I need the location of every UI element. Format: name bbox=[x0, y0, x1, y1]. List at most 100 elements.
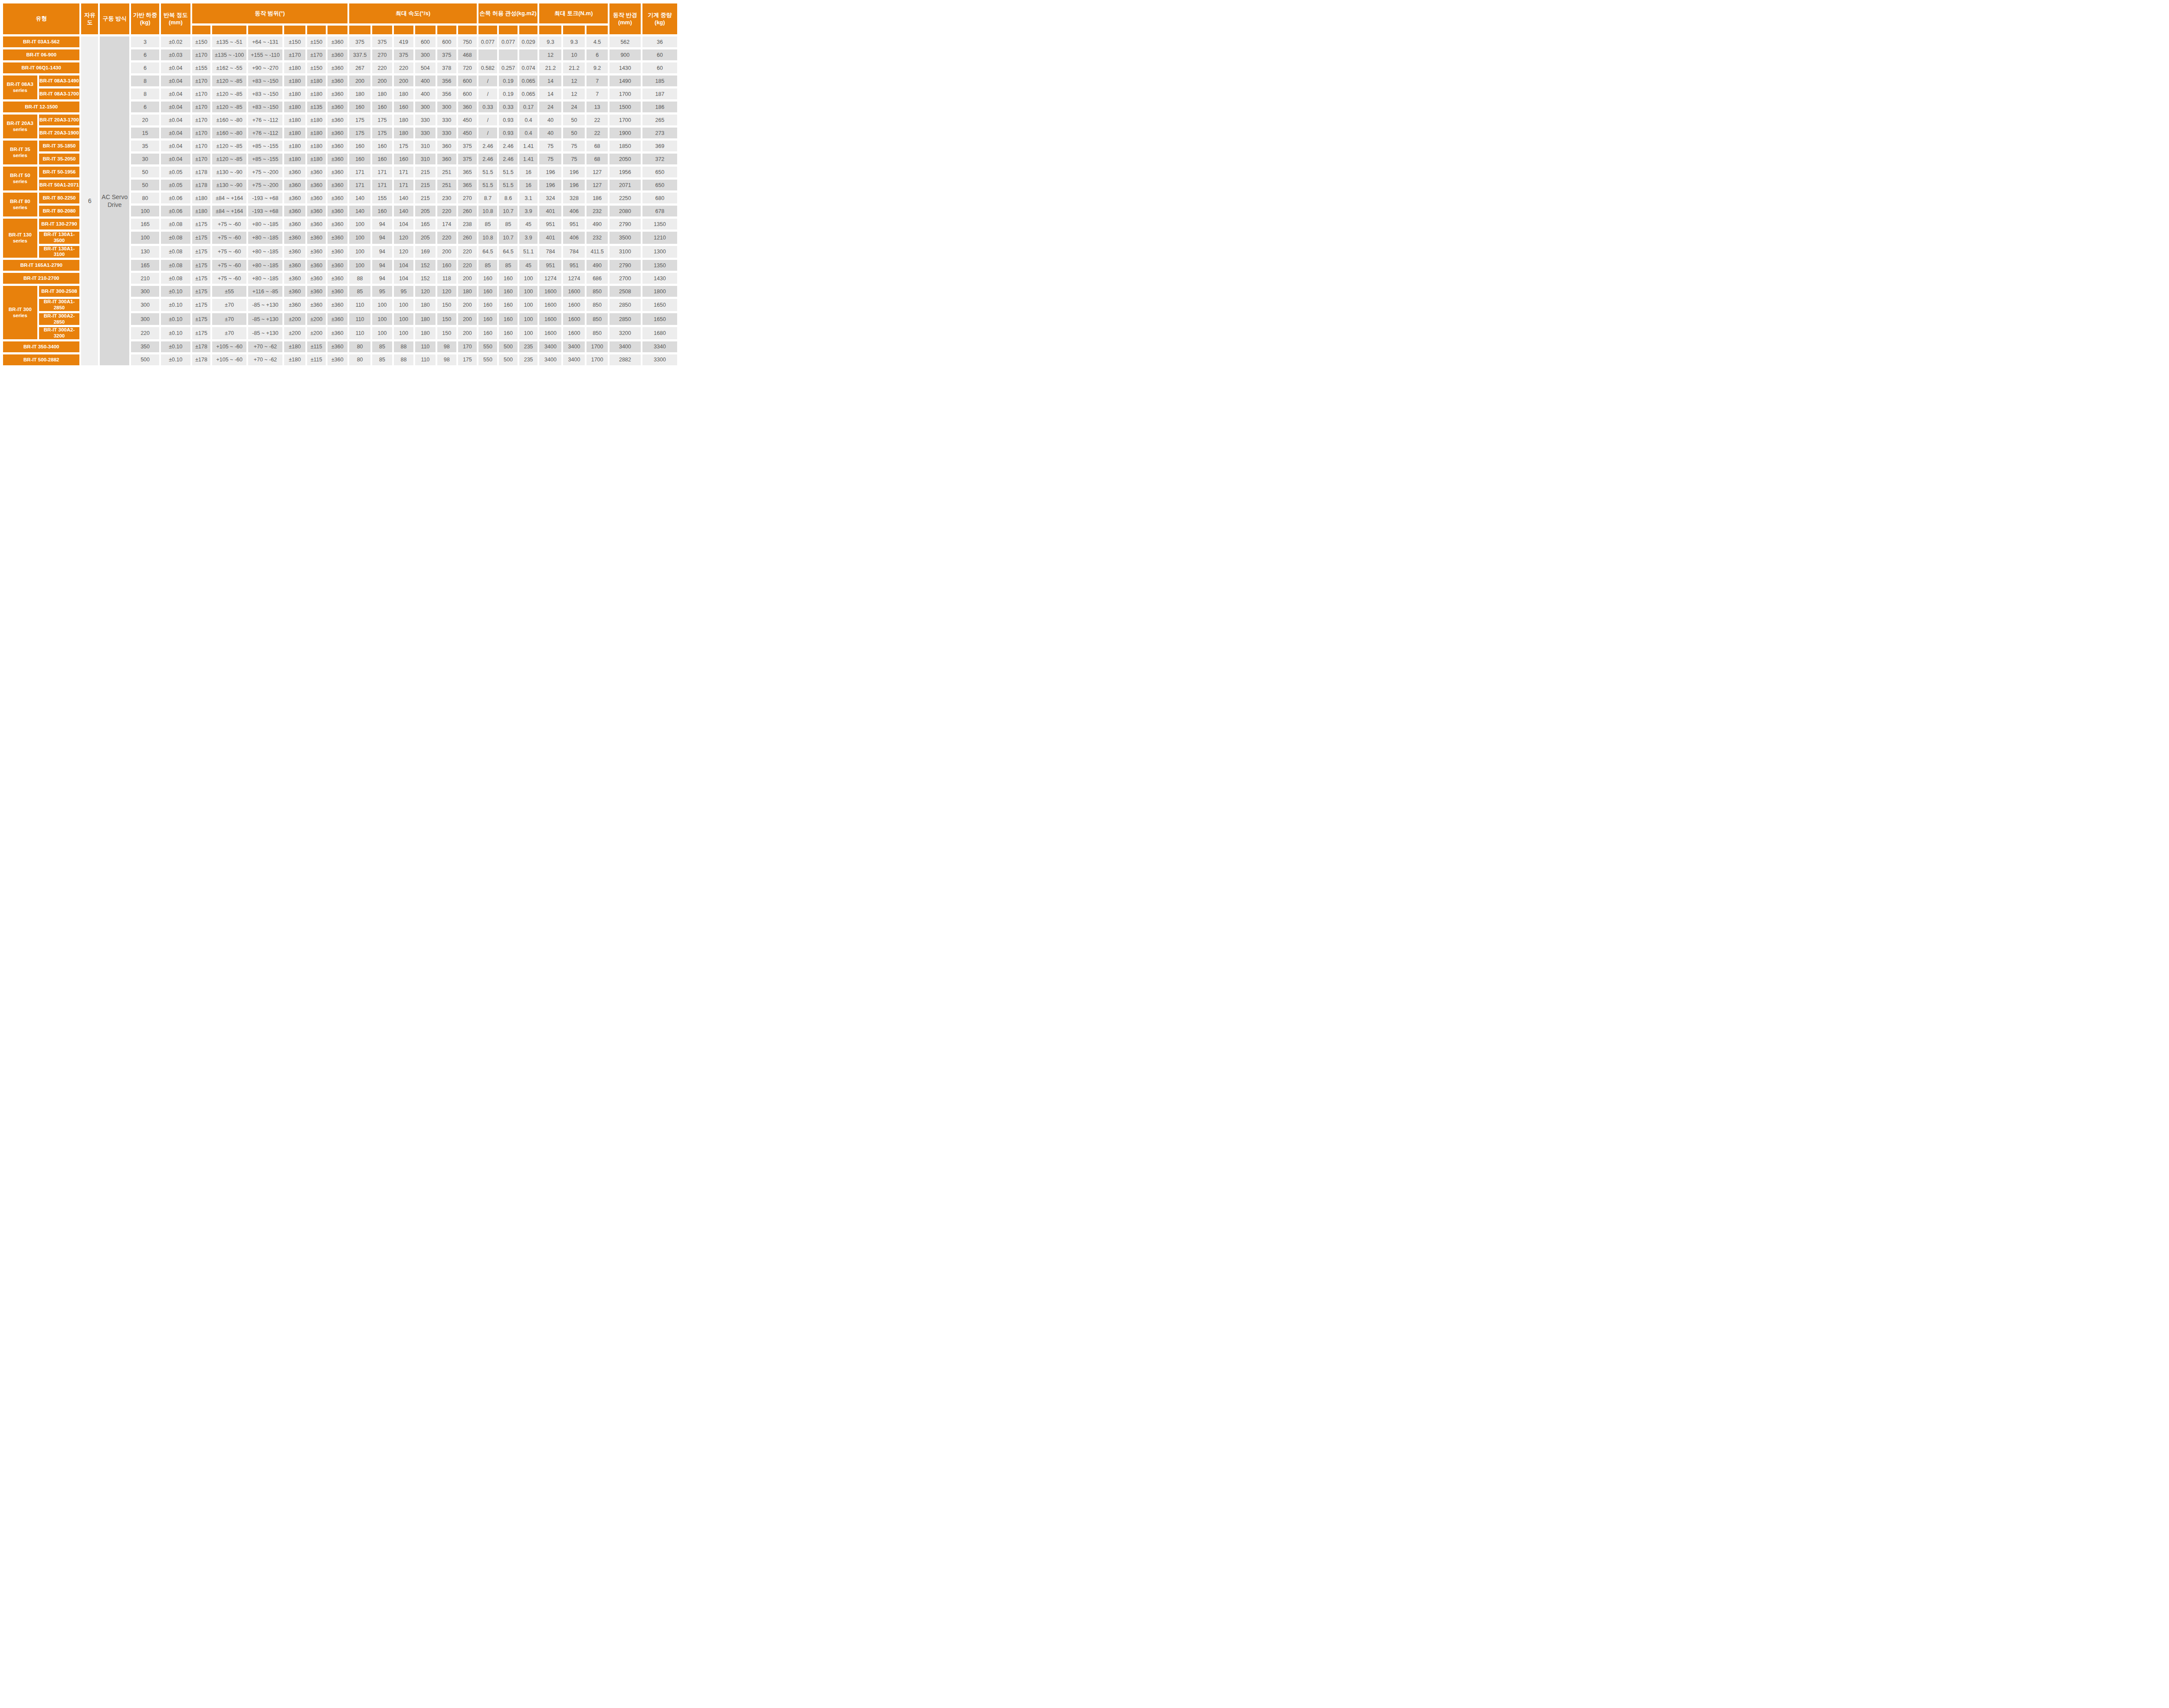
max-speed-cell: 750 bbox=[458, 36, 477, 47]
payload-cell: 80 bbox=[131, 193, 159, 203]
max-torque-cell: 21.2 bbox=[563, 62, 585, 73]
motion-range-cell: +76 ~ -112 bbox=[248, 115, 282, 125]
motion-range-cell: ±360 bbox=[307, 206, 326, 216]
machine-weight-cell: 265 bbox=[642, 115, 677, 125]
max-speed-cell: 270 bbox=[458, 193, 477, 203]
motion-range-cell: ±120 ~ -85 bbox=[212, 75, 246, 86]
max-speed-cell: 175 bbox=[372, 128, 392, 138]
payload-cell: 300 bbox=[131, 313, 159, 325]
max-speed-cell: 400 bbox=[415, 89, 435, 99]
payload-cell: 100 bbox=[131, 206, 159, 216]
repeatability-cell: ±0.03 bbox=[161, 49, 190, 60]
max-speed-cell: 169 bbox=[415, 246, 435, 258]
motion-range-cell: ±180 bbox=[307, 141, 326, 151]
motion-range-cell: +75 ~ -60 bbox=[212, 232, 246, 244]
max-torque-cell: 1600 bbox=[563, 286, 585, 297]
machine-weight-cell: 273 bbox=[642, 128, 677, 138]
max-torque-cell: 196 bbox=[539, 167, 561, 177]
max-speed-cell: 270 bbox=[372, 49, 392, 60]
max-speed-cell: 152 bbox=[415, 273, 435, 284]
max-torque-cell: 1600 bbox=[539, 313, 561, 325]
motion-range-cell: ±120 ~ -85 bbox=[212, 154, 246, 164]
subheader-cell bbox=[307, 26, 326, 34]
max-speed-cell: 300 bbox=[415, 102, 435, 112]
max-torque-cell: 68 bbox=[586, 141, 607, 151]
motion-range-cell: ±360 bbox=[328, 232, 347, 244]
repeatability-cell: ±0.06 bbox=[161, 193, 190, 203]
model-cell: BR-IT 08A3-1700 bbox=[39, 89, 80, 99]
motion-range-cell: ±120 ~ -85 bbox=[212, 141, 246, 151]
max-speed-cell: 140 bbox=[394, 193, 414, 203]
motion-range-cell: +83 ~ -150 bbox=[248, 89, 282, 99]
series-group-cell: BR-IT 130 series bbox=[3, 219, 37, 258]
payload-cell: 30 bbox=[131, 154, 159, 164]
max-torque-cell: 50 bbox=[563, 115, 585, 125]
subheader-cell bbox=[437, 26, 456, 34]
motion-range-cell: ±180 bbox=[284, 75, 305, 86]
motion-range-cell: ±70 bbox=[212, 313, 246, 325]
motion-range-cell: -193 ~ +68 bbox=[248, 193, 282, 203]
max-speed-cell: 310 bbox=[415, 141, 435, 151]
max-torque-cell: 850 bbox=[586, 299, 607, 311]
model-cell: BR-IT 130-2790 bbox=[39, 219, 80, 229]
max-torque-cell: 50 bbox=[563, 128, 585, 138]
motion-range-cell: ±360 bbox=[307, 260, 326, 271]
motion-range-cell: +85 ~ -155 bbox=[248, 141, 282, 151]
max-torque-cell: 40 bbox=[539, 128, 561, 138]
machine-weight-cell: 187 bbox=[642, 89, 677, 99]
motion-range-cell: ±360 bbox=[328, 286, 347, 297]
max-speed-cell: 200 bbox=[458, 299, 477, 311]
max-speed-cell: 160 bbox=[349, 154, 370, 164]
table-header: 유형 자유도 구동 방식 가반 하중 (kg) 반복 정도 (mm) 동작 범위… bbox=[3, 3, 677, 34]
motion-range-cell: ±175 bbox=[192, 246, 211, 258]
motion-range-cell: ±155 bbox=[192, 62, 211, 73]
wrist-inertia-cell: 0.33 bbox=[478, 102, 498, 112]
max-torque-cell: 22 bbox=[586, 115, 607, 125]
machine-weight-cell: 60 bbox=[642, 49, 677, 60]
wrist-inertia-cell: / bbox=[478, 115, 498, 125]
motion-range-cell: +76 ~ -112 bbox=[248, 128, 282, 138]
motion-range-cell: ±162 ~ -55 bbox=[212, 62, 246, 73]
payload-cell: 35 bbox=[131, 141, 159, 151]
header-max-torque: 최대 토크(N.m) bbox=[539, 3, 607, 23]
wrist-inertia-cell: 45 bbox=[519, 219, 538, 229]
motion-range-cell: ±84 ~ +164 bbox=[212, 206, 246, 216]
repeatability-cell: ±0.04 bbox=[161, 128, 190, 138]
max-torque-cell: 951 bbox=[539, 219, 561, 229]
max-speed-cell: 85 bbox=[372, 354, 392, 365]
max-torque-cell: 10 bbox=[563, 49, 585, 60]
motion-range-cell: +70 ~ -62 bbox=[248, 354, 282, 365]
subheader-cell bbox=[248, 26, 282, 34]
max-speed-cell: 330 bbox=[437, 115, 456, 125]
max-torque-cell: 3400 bbox=[539, 354, 561, 365]
motion-range-cell: +85 ~ -155 bbox=[248, 154, 282, 164]
header-wrist-inertia: 손목 허용 관성(kg.m2) bbox=[478, 3, 538, 23]
motion-range-cell: ±360 bbox=[307, 286, 326, 297]
max-speed-cell: 180 bbox=[394, 115, 414, 125]
max-speed-cell: 360 bbox=[458, 102, 477, 112]
max-torque-cell: 951 bbox=[539, 260, 561, 271]
machine-weight-cell: 650 bbox=[642, 167, 677, 177]
repeatability-cell: ±0.10 bbox=[161, 341, 190, 352]
motion-range-cell: +83 ~ -150 bbox=[248, 75, 282, 86]
motion-range-cell: ±175 bbox=[192, 327, 211, 339]
motion-radius-cell: 1430 bbox=[609, 62, 641, 73]
max-torque-cell: 406 bbox=[563, 206, 585, 216]
motion-range-cell: ±180 bbox=[307, 75, 326, 86]
motion-range-cell: ±180 bbox=[284, 115, 305, 125]
motion-range-cell: +80 ~ -185 bbox=[248, 246, 282, 258]
motion-range-cell: +75 ~ -60 bbox=[212, 219, 246, 229]
max-speed-cell: 150 bbox=[437, 313, 456, 325]
wrist-inertia-cell: 8.7 bbox=[478, 193, 498, 203]
wrist-inertia-cell bbox=[519, 49, 538, 60]
max-torque-cell: 186 bbox=[586, 193, 607, 203]
max-speed-cell: 120 bbox=[394, 232, 414, 244]
motion-range-cell: ±170 bbox=[192, 75, 211, 86]
motion-range-cell: ±360 bbox=[328, 128, 347, 138]
motion-range-cell: ±360 bbox=[328, 246, 347, 258]
motion-range-cell: ±360 bbox=[328, 154, 347, 164]
wrist-inertia-cell: 100 bbox=[519, 327, 538, 339]
wrist-inertia-cell: 235 bbox=[519, 341, 538, 352]
max-speed-cell: 160 bbox=[349, 102, 370, 112]
motion-range-cell: ±360 bbox=[284, 286, 305, 297]
